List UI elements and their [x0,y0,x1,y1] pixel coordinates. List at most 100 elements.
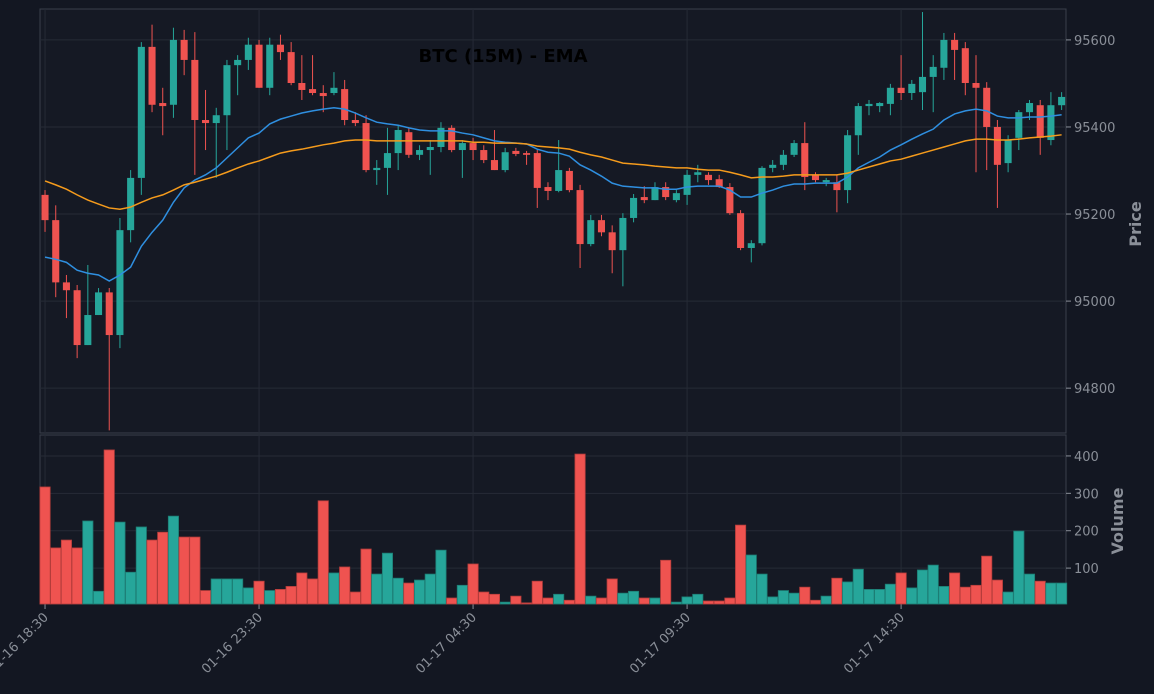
volume-bar [970,584,982,605]
price-panel [39,8,1067,434]
candle-body [319,93,327,97]
candle-body [180,39,188,60]
candle-body [373,167,381,171]
y-axis-label: Price [1126,201,1145,247]
candle-body [683,174,691,195]
volume-bar [39,486,51,605]
volume-bar [467,563,479,605]
y-tick-label: 95000 [1074,295,1115,310]
volume-bar [210,578,222,605]
volume-bar [200,590,212,605]
volume-bar [296,572,308,605]
volume-bar [1013,530,1025,605]
candle-body [1015,112,1023,138]
y-tick-label: 95600 [1074,34,1115,49]
volume-bar [938,586,950,605]
volume-bar [414,579,426,605]
candle-body [287,52,295,84]
volume-bar [895,572,907,605]
volume-panel [39,434,1067,605]
volume-bar [478,591,490,605]
volume-axis-label: Volume [1108,487,1127,554]
volume-bar [906,587,918,605]
volume-bar [253,580,265,605]
candle-body [811,174,820,181]
volume-bar [510,595,522,605]
candle-body [790,143,798,155]
candle-body [351,120,359,124]
volume-bar [125,571,137,605]
volume-bar [831,577,843,605]
candle-body [41,194,49,221]
candle-body [223,65,231,116]
volume-bar [777,590,789,605]
x-tick-label: 01-17 14:30 [841,610,908,677]
volume-bar [799,586,811,605]
candle-body [822,180,830,183]
volume-bar [606,578,618,605]
volume-bar [1002,591,1014,605]
candle-body [715,179,723,188]
candle-body [330,87,338,94]
volume-bar [50,547,62,605]
candle-body [105,292,113,336]
candle-body [576,190,584,245]
candle-body [854,106,862,136]
volume-bar [874,589,886,605]
candle-body [694,172,702,175]
volume-bar [767,596,779,605]
volume-bar [424,573,436,605]
x-tick-label: 01-17 09:30 [627,610,694,677]
candle-body [512,150,520,154]
candle-body [929,66,937,77]
candle-body [448,127,456,151]
volume-bar [852,568,864,605]
candle-body [73,290,81,346]
volume-bar [745,554,757,605]
candle-body [844,135,852,191]
candle-body [897,87,905,94]
candle-body [865,103,873,107]
y-tick-label: 94800 [1074,382,1115,397]
candle-body [341,89,349,121]
volume-bar [1023,573,1036,605]
candle-body [148,46,156,105]
volume-bar [916,569,929,605]
candle-body [84,315,92,346]
candle-body [523,153,531,155]
candle-body [565,170,573,191]
candle-body [726,187,734,214]
candle-body [169,39,177,105]
volume-bar [553,593,565,605]
volume-bar [242,587,254,605]
volume-bar [628,590,640,605]
volume-tick-label: 100 [1074,562,1099,577]
volume-bar [713,600,725,605]
candle-body [1025,103,1034,113]
volume-tick-label: 200 [1074,525,1099,540]
volume-bar [702,600,715,605]
candle-body [758,167,766,244]
volume-bar [681,596,693,605]
candle-body [480,150,488,161]
candle-body [416,150,424,155]
volume-bar [221,578,233,605]
volume-bar [692,593,704,605]
volume-bar [285,586,297,605]
volume-bar [949,572,961,605]
volume-bar [92,590,105,605]
candle-body [202,120,210,124]
volume-bar [809,599,822,605]
volume-tick-label: 400 [1074,450,1099,465]
candle-body [362,123,370,171]
volume-bar [60,539,72,605]
candle-body [662,187,670,198]
candle-body [630,197,638,218]
volume-bar [991,579,1003,605]
x-tick-label: 01-17 04:30 [413,610,480,677]
volume-bar [574,453,586,605]
candle-body [437,127,445,147]
volume-bar [670,601,682,605]
chart-title: BTC (15M) - EMA [418,46,587,67]
